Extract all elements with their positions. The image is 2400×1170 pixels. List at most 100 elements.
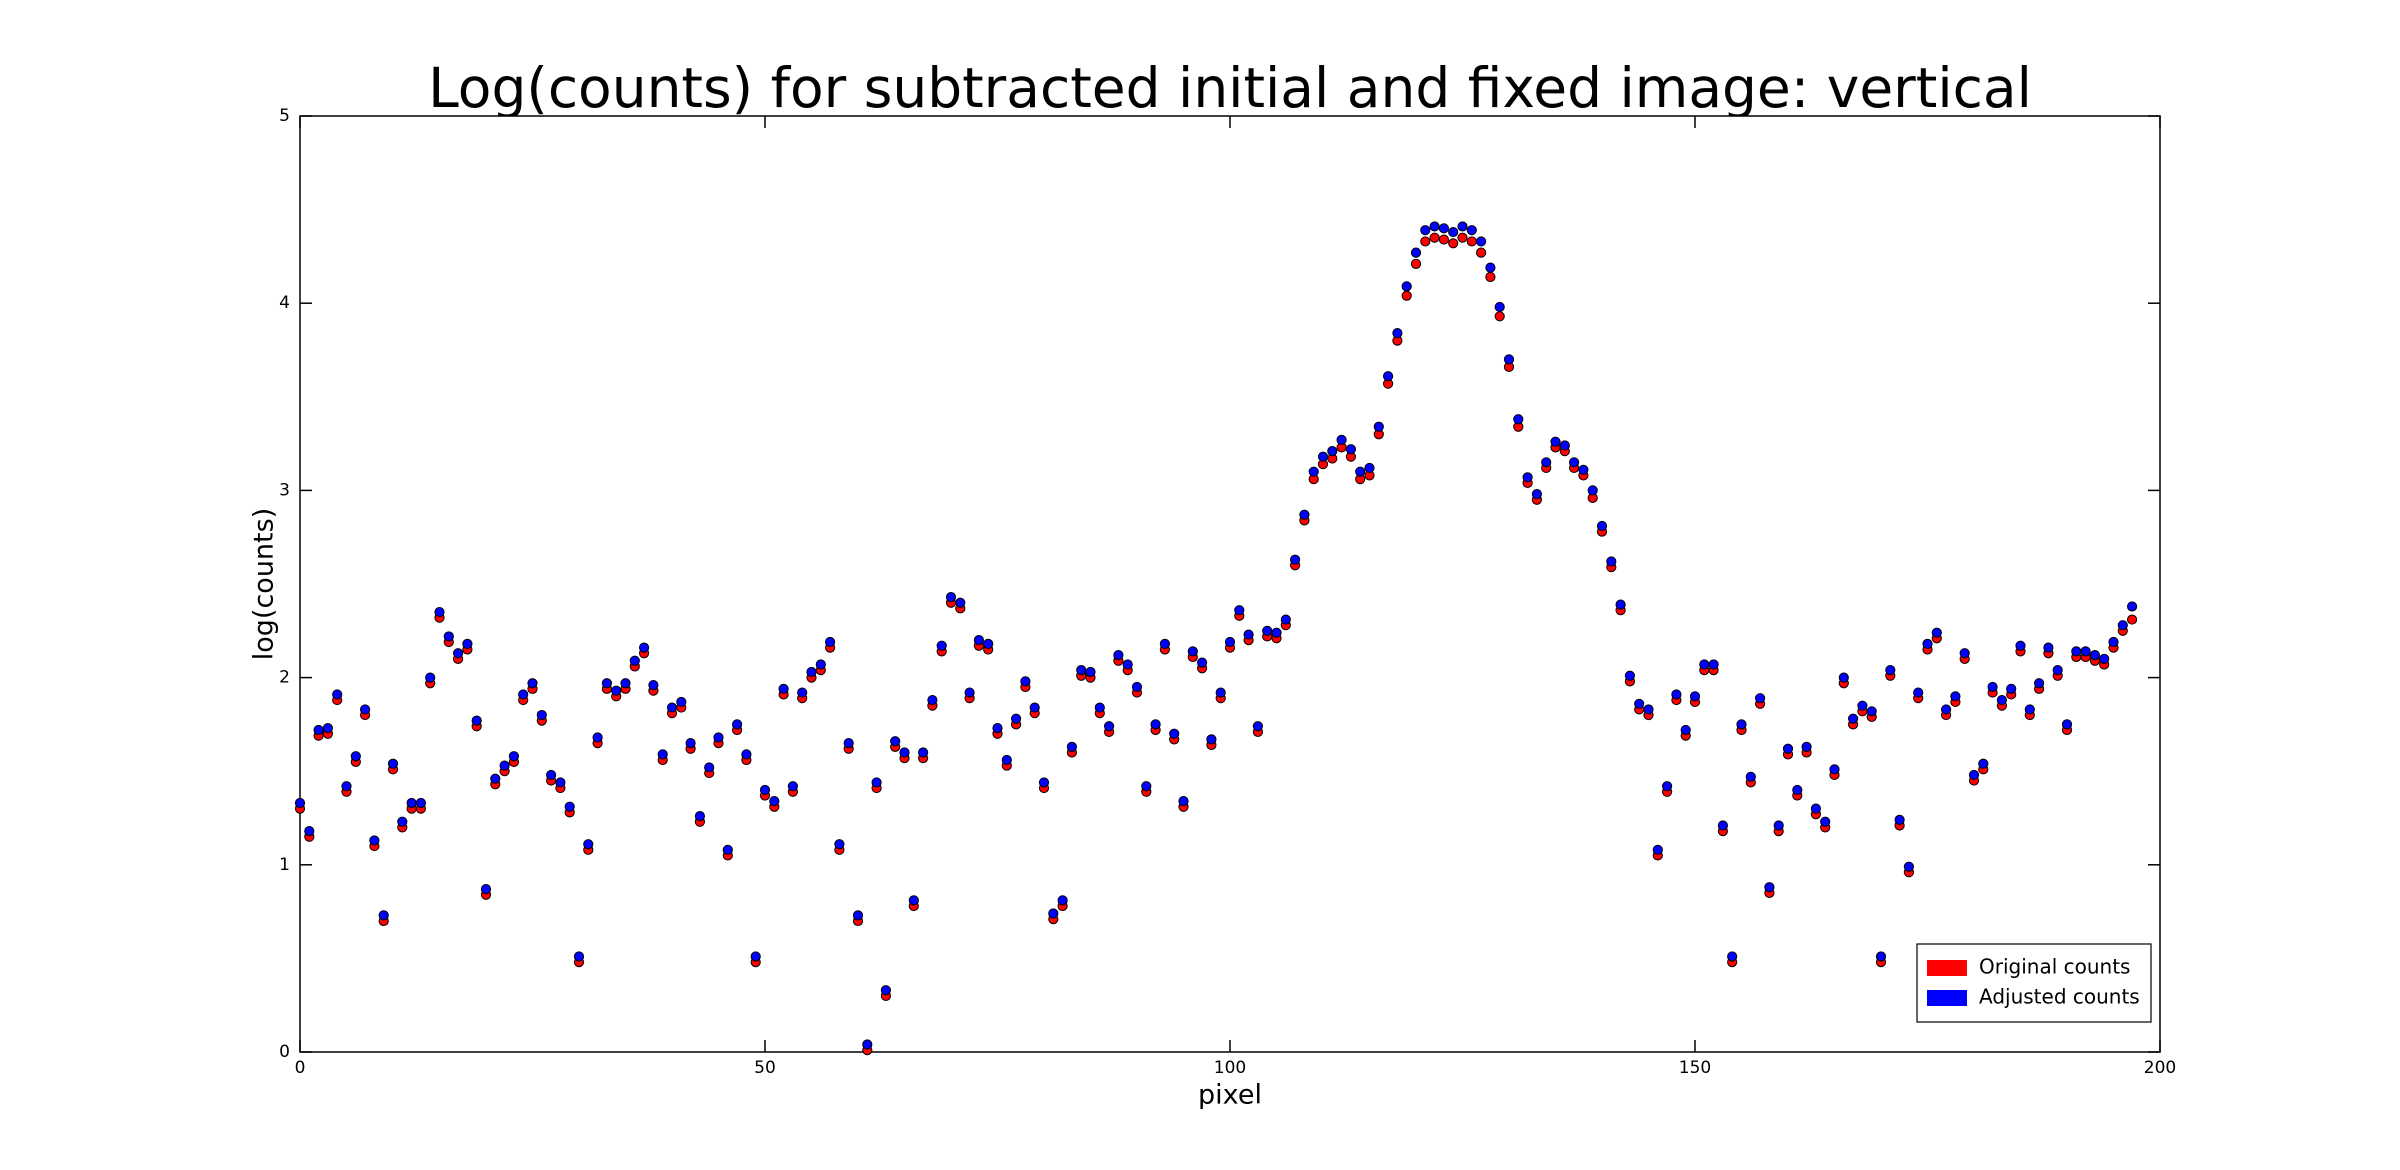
data-point [1931, 627, 1942, 638]
data-point [657, 749, 668, 760]
data-point [778, 683, 789, 694]
data-point [1522, 472, 1533, 483]
data-point [685, 738, 696, 749]
data-point [2089, 650, 2100, 661]
data-point [1466, 236, 1477, 247]
data-point [1327, 445, 1338, 457]
data-point [1131, 681, 1143, 693]
data-point [1903, 861, 1915, 872]
data-point [1476, 247, 1487, 258]
data-point [648, 679, 659, 691]
data-point [1457, 221, 1468, 232]
data-point [1187, 646, 1198, 657]
legend: Original counts Adjusted counts [1916, 943, 2152, 1023]
data-point [1113, 650, 1124, 661]
data-point [518, 689, 529, 700]
data-point [1457, 232, 1468, 243]
data-point [1662, 781, 1673, 792]
data-point [1699, 659, 1710, 670]
data-point [360, 704, 371, 715]
data-point [815, 659, 826, 670]
data-point [1345, 444, 1357, 455]
data-point [666, 702, 678, 713]
data-point [1215, 687, 1226, 698]
data-point [1717, 820, 1729, 831]
data-point [1755, 693, 1766, 704]
x-tick-label: 200 [2144, 1058, 2176, 1078]
data-point [1169, 728, 1180, 739]
data-point [1782, 743, 1794, 754]
data-point [527, 678, 538, 689]
data-point [1299, 509, 1310, 520]
data-point [1643, 704, 1654, 715]
data-point [294, 797, 306, 809]
data-point [1438, 234, 1450, 245]
data-point [1671, 689, 1682, 700]
x-tick-label: 150 [1679, 1058, 1711, 1078]
data-point [1615, 599, 1626, 610]
data-point [1410, 258, 1422, 269]
data-point [1029, 702, 1040, 713]
data-point [862, 1039, 873, 1050]
data-point [1559, 440, 1570, 451]
x-tick-label: 50 [754, 1058, 776, 1078]
data-point [1401, 281, 1412, 292]
data-point [1736, 719, 1747, 730]
data-point [852, 910, 864, 921]
data-point [825, 636, 836, 648]
data-point [1792, 784, 1803, 796]
data-point [936, 640, 947, 651]
data-point [1848, 713, 1859, 724]
data-point [1290, 554, 1301, 565]
data-point [1224, 636, 1236, 648]
data-point [1531, 489, 1543, 500]
data-point [694, 811, 706, 822]
data-point [443, 631, 454, 642]
data-point [1020, 676, 1031, 687]
legend-box [1916, 943, 2152, 1023]
data-point [955, 597, 966, 608]
data-point [1308, 466, 1319, 477]
data-point [1606, 556, 1617, 567]
data-point [1708, 659, 1719, 670]
data-point [843, 738, 854, 749]
data-point [1066, 741, 1078, 752]
data-point [573, 951, 585, 962]
data-point [2034, 678, 2045, 689]
data-point [1727, 951, 1738, 962]
data-point [880, 985, 892, 996]
data-point [1922, 638, 1933, 650]
data-point [1197, 657, 1208, 668]
data-point [890, 736, 901, 747]
data-point [1680, 724, 1691, 736]
legend-swatch [1927, 990, 1967, 1006]
data-point [555, 777, 566, 788]
data-point [564, 801, 575, 812]
data-point [908, 895, 919, 906]
data-point [1745, 771, 1756, 782]
data-point [1485, 262, 1496, 273]
data-point [945, 592, 957, 603]
data-point [1364, 462, 1375, 474]
data-point [2015, 640, 2026, 651]
data-point [332, 689, 343, 700]
data-point [1801, 741, 1812, 752]
data-point [732, 719, 743, 730]
data-point [1094, 702, 1105, 713]
data-point [415, 797, 426, 809]
data-point [1885, 665, 1896, 676]
data-point [1243, 629, 1254, 640]
data-point [806, 666, 817, 678]
data-point [1048, 908, 1059, 919]
chart-title: Log(counts) for subtracted initial and f… [428, 56, 2032, 120]
data-point [611, 685, 622, 696]
data-point [1689, 691, 1701, 702]
data-point [313, 724, 324, 736]
data-point [750, 951, 761, 962]
data-point [1178, 796, 1189, 807]
legend-label: Original counts [1979, 955, 2130, 979]
data-point [797, 687, 808, 698]
data-point [964, 687, 975, 698]
data-point [341, 781, 352, 792]
data-point [1355, 466, 1366, 477]
